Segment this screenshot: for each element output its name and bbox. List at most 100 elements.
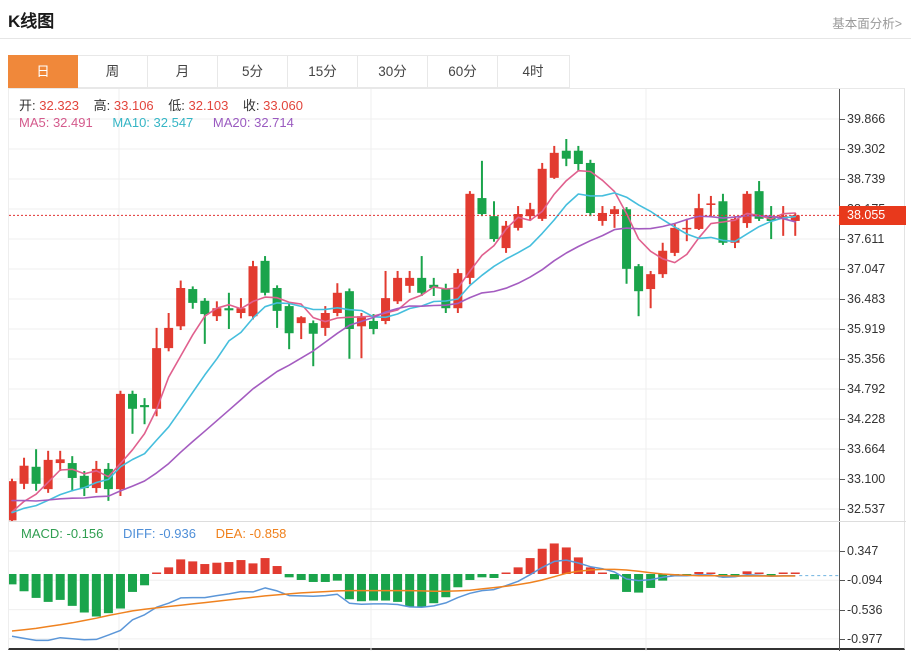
candlestick-pane[interactable] bbox=[9, 89, 839, 521]
candle-body bbox=[200, 300, 210, 315]
tab-15分[interactable]: 15分 bbox=[288, 56, 358, 87]
price-axis-label: 39.302 bbox=[847, 142, 886, 156]
diff-line bbox=[11, 559, 796, 642]
macd-bar bbox=[91, 574, 101, 617]
macd-bar bbox=[706, 572, 716, 574]
candle-body bbox=[754, 191, 764, 219]
high-value: 33.106 bbox=[113, 98, 154, 113]
macd-axis-label: 0.347 bbox=[847, 543, 879, 558]
macd-bar bbox=[176, 559, 186, 574]
axis-tick bbox=[840, 479, 845, 480]
pane-separator bbox=[9, 521, 906, 522]
candle-body bbox=[55, 459, 65, 464]
macd-bar bbox=[790, 572, 800, 574]
candle-body bbox=[236, 308, 246, 314]
candle-body bbox=[164, 327, 174, 349]
candle-body bbox=[248, 266, 258, 317]
price-axis-label: 34.792 bbox=[847, 382, 886, 396]
macd-bar bbox=[67, 574, 77, 606]
candle-body bbox=[260, 260, 270, 293]
candle-body bbox=[417, 277, 427, 293]
tab-月[interactable]: 月 bbox=[148, 56, 218, 87]
macd-bar bbox=[260, 558, 270, 574]
ma-legend: MA5: 32.491 MA10: 32.547 MA20: 32.714 bbox=[19, 115, 310, 130]
macd-legend: MACD: -0.156 DIFF: -0.936 DEA: -0.858 bbox=[21, 526, 302, 541]
macd-bar bbox=[212, 562, 222, 574]
ma5-line bbox=[11, 169, 797, 513]
macd-bar bbox=[549, 543, 559, 574]
macd-bar bbox=[140, 574, 150, 586]
candle-body bbox=[610, 209, 619, 215]
macd-pane[interactable] bbox=[9, 521, 839, 651]
candle-body bbox=[597, 212, 607, 221]
candle-body bbox=[465, 193, 475, 278]
macd-bar bbox=[742, 571, 752, 574]
candle-body bbox=[622, 209, 632, 269]
candle-body bbox=[308, 323, 318, 334]
price-axis-label: 36.483 bbox=[847, 292, 886, 306]
candlestick-chart[interactable] bbox=[9, 89, 839, 521]
candle-body bbox=[658, 250, 668, 275]
macd-bar bbox=[308, 574, 318, 582]
axis-tick bbox=[840, 329, 845, 330]
macd-bar bbox=[501, 572, 511, 574]
tab-5分[interactable]: 5分 bbox=[218, 56, 288, 87]
macd-bar bbox=[103, 574, 113, 614]
candle-body bbox=[790, 215, 800, 221]
candle-body bbox=[381, 298, 391, 321]
candle-body bbox=[730, 218, 740, 243]
candle-body bbox=[272, 287, 282, 311]
candle-body bbox=[332, 292, 342, 314]
period-tabbar: 日周月 5分 15分 30分 60分 4时 bbox=[8, 55, 570, 88]
candle-body bbox=[513, 214, 523, 228]
candle-body bbox=[19, 465, 29, 484]
macd-bar bbox=[489, 574, 499, 578]
macd-bar bbox=[9, 574, 17, 585]
macd-bar bbox=[79, 574, 89, 613]
macd-axis-label: -0.094 bbox=[847, 573, 883, 588]
macd-bar bbox=[236, 560, 246, 574]
tab-60分[interactable]: 60分 bbox=[428, 56, 498, 87]
candle-body bbox=[501, 225, 511, 249]
candle-body bbox=[525, 209, 535, 217]
candle-body bbox=[43, 459, 53, 490]
close-value: 33.060 bbox=[263, 98, 303, 113]
price-axis-label: 33.100 bbox=[847, 472, 886, 486]
dea-value: DEA: -0.858 bbox=[215, 526, 287, 541]
ma5-value: MA5: 32.491 bbox=[19, 115, 93, 130]
diff-value: DIFF: -0.936 bbox=[123, 526, 196, 541]
candle-body bbox=[284, 306, 294, 334]
dea-line bbox=[11, 568, 796, 632]
candle-body bbox=[537, 168, 547, 219]
macd-chart[interactable] bbox=[9, 521, 839, 651]
price-axis-label: 37.047 bbox=[847, 262, 886, 276]
macd-bar bbox=[429, 574, 439, 604]
macd-bar bbox=[284, 574, 294, 578]
tab-日[interactable]: 日 bbox=[8, 55, 78, 88]
candle-body bbox=[561, 150, 571, 159]
tab-30分[interactable]: 30分 bbox=[358, 56, 428, 87]
macd-bar bbox=[453, 574, 463, 588]
macd-bar bbox=[188, 561, 198, 574]
macd-bar bbox=[730, 574, 740, 576]
macd-bar bbox=[634, 574, 644, 593]
candle-body bbox=[441, 289, 451, 309]
fundamental-analysis-link[interactable]: 基本面分析> bbox=[832, 17, 902, 31]
macd-bar bbox=[43, 574, 53, 602]
axis-tick bbox=[840, 638, 845, 640]
tab-周[interactable]: 周 bbox=[78, 56, 148, 87]
macd-bar bbox=[622, 574, 632, 592]
tab-4时[interactable]: 4时 bbox=[498, 56, 568, 87]
macd-bar bbox=[441, 574, 451, 598]
candle-body bbox=[393, 277, 403, 302]
price-axis: 39.86639.30238.73938.17537.61137.04736.4… bbox=[839, 89, 906, 651]
axis-tick bbox=[840, 119, 845, 120]
candle-body bbox=[489, 216, 499, 240]
axis-tick bbox=[840, 269, 845, 270]
macd-axis-label: -0.536 bbox=[847, 602, 883, 617]
macd-bar bbox=[356, 574, 366, 602]
candle-body bbox=[31, 466, 41, 484]
candle-body bbox=[140, 405, 150, 408]
candle-body bbox=[477, 198, 487, 215]
